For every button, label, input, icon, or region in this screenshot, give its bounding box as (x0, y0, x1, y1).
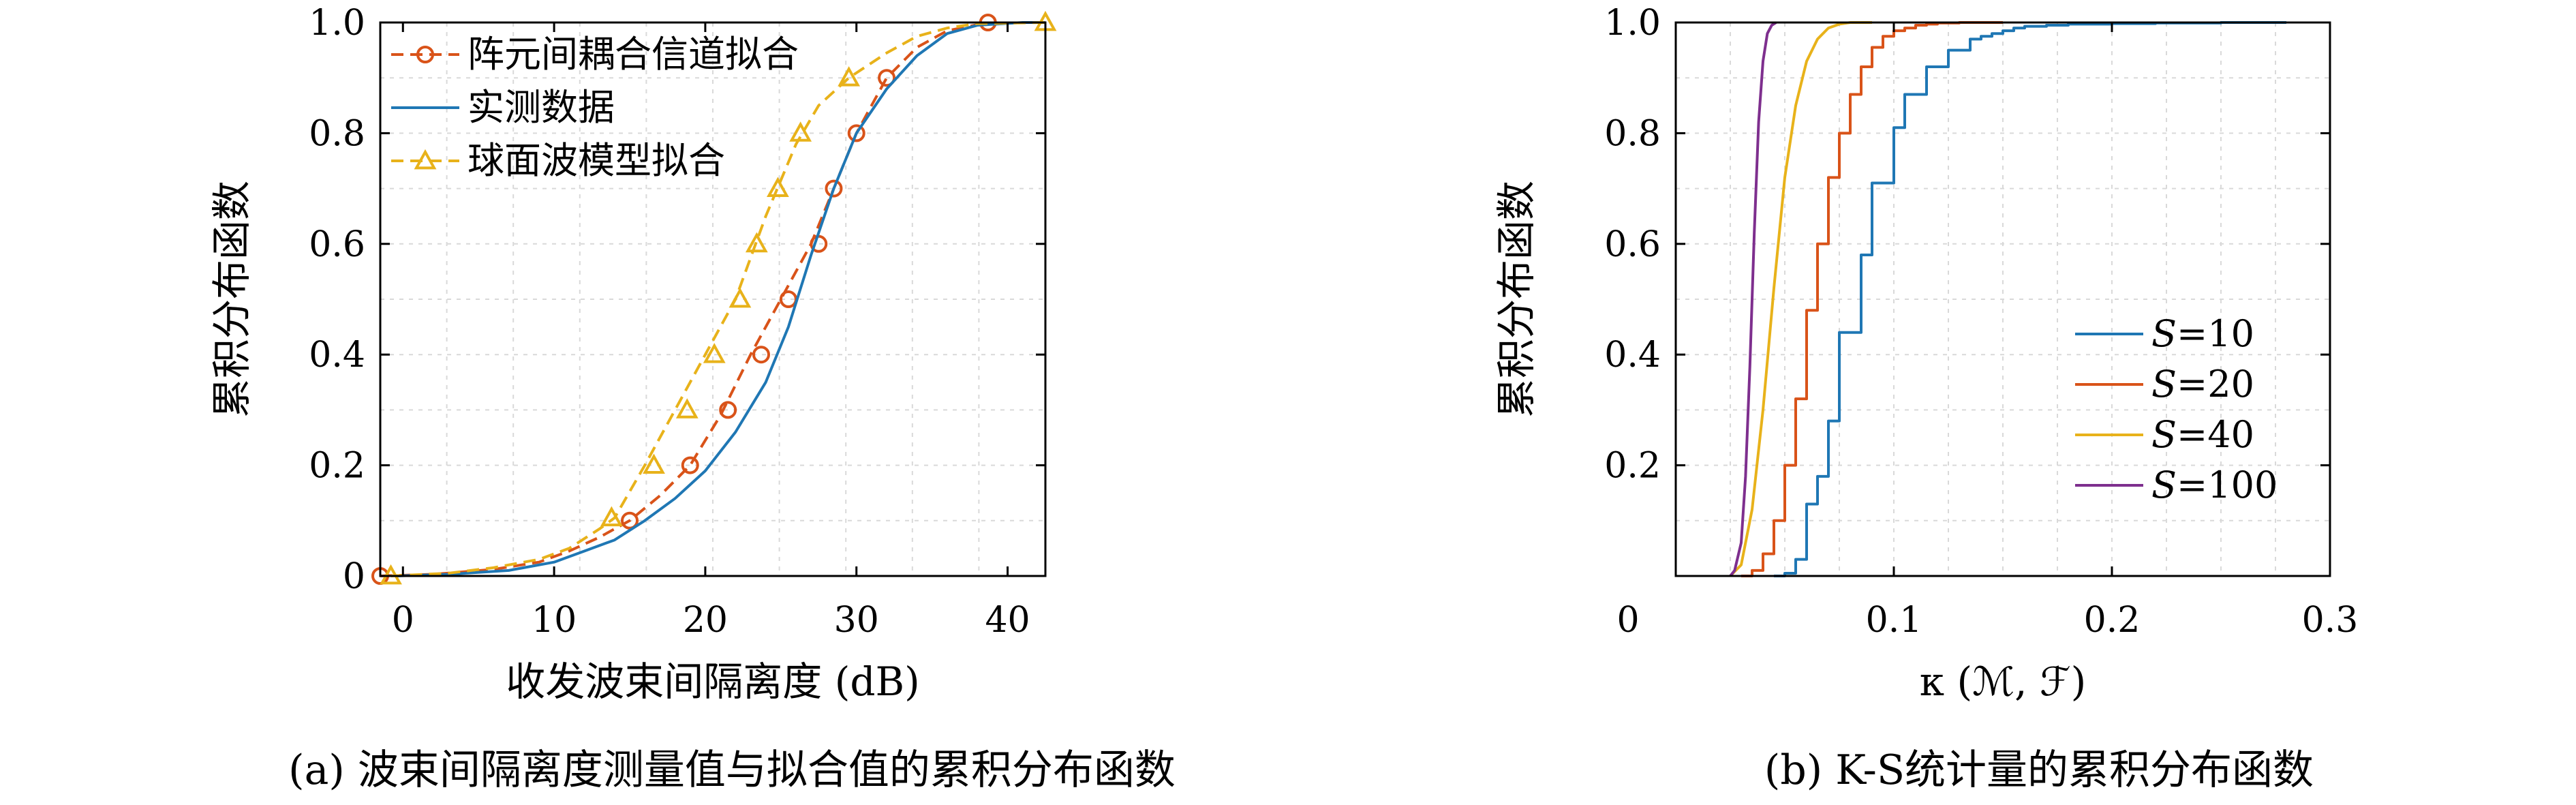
legend-label-value: =10 (2177, 312, 2254, 355)
chart-panel-a: 0 10 20 30 40 0 0.2 0.4 0.6 0.8 1.0 收发波束间隔离度 (dB) 累积… (209, 3, 1057, 705)
series-line-2 (1741, 21, 2003, 577)
legend-label-4: S=100 (2151, 464, 2278, 506)
legend-label-1: 阵元间耦合信道拟合 (467, 33, 799, 76)
y-tick-label: 0 (343, 556, 365, 597)
series-line-4 (1729, 21, 1777, 577)
series-line-1 (1774, 21, 2286, 577)
legend-label-3: S=40 (2151, 413, 2254, 456)
caption-b: (b) K-S统计量的累积分布函数 (1764, 746, 2314, 794)
legend-label-value: =100 (2177, 464, 2278, 506)
y-tick-label: 1.0 (1604, 3, 1661, 44)
x-tick-label: 0 (392, 600, 414, 641)
data-point-marker (878, 69, 896, 87)
data-point-marker (600, 506, 623, 527)
data-point-marker (729, 287, 752, 308)
x-tick-label: 40 (985, 600, 1030, 641)
data-point-marker (838, 66, 861, 87)
y-tick-label: 0.6 (1604, 224, 1661, 265)
legend-label-value: =20 (2177, 363, 2254, 406)
series-line-3 (1729, 21, 1872, 577)
data-point-marker (703, 343, 726, 363)
data-point-marker (766, 177, 789, 197)
legend-marker-circle (416, 46, 434, 63)
y-tick-label: 1.0 (309, 3, 365, 44)
legend-label-2: 实测数据 (467, 86, 615, 129)
x-tick-label: 0.3 (2302, 600, 2359, 641)
x-tick-label: 0 (1616, 600, 1639, 641)
caption-a: (a) 波束间隔离度测量值与拟合值的累积分布函数 (288, 746, 1176, 794)
x-tick-label: 0.2 (2084, 600, 2141, 641)
y-tick-label: 0.2 (309, 446, 365, 487)
data-point-marker (621, 511, 639, 530)
x-tick-label: 0.1 (1866, 600, 1922, 641)
data-point-marker (643, 453, 665, 474)
data-point-marker (789, 121, 812, 142)
legend-label-variable: S (2151, 312, 2177, 355)
legend-label-variable: S (2151, 464, 2177, 506)
chart-panel-b: 0 0.1 0.2 0.3 0.2 0.4 0.6 0.8 1.0 κ (ℳ, ℱ) 累积分布函数 S… (1493, 3, 2358, 705)
legend-marker-triangle (414, 149, 437, 170)
series-line-2 (395, 21, 1045, 577)
x-tick-label: 30 (834, 600, 879, 641)
data-point-marker (681, 456, 699, 474)
series-line-3 (390, 21, 1046, 577)
data-point-marker (752, 346, 770, 364)
legend-label-value: =40 (2177, 413, 2254, 456)
y-tick-label: 0.4 (1604, 335, 1661, 376)
x-tick-label: 20 (683, 600, 728, 641)
y-tick-label: 0.8 (1604, 113, 1661, 154)
legend-label-3: 球面波模型拟合 (467, 139, 725, 182)
x-axis-label: κ (ℳ, ℱ) (1920, 658, 2086, 705)
legend-label-1: S=10 (2151, 312, 2254, 355)
y-tick-label: 0.2 (1604, 446, 1661, 487)
legend-label-variable: S (2151, 363, 2177, 406)
y-axis-label: 累积分布函数 (209, 181, 255, 418)
y-axis-label: 累积分布函数 (1493, 181, 1539, 418)
series-line-1 (380, 21, 989, 577)
data-point-marker (847, 124, 865, 142)
y-tick-label: 0.8 (309, 113, 365, 154)
legend-label-variable: S (2151, 413, 2177, 456)
plot-frame (379, 21, 1047, 577)
y-tick-label: 0.4 (309, 335, 365, 376)
x-tick-label: 10 (532, 600, 577, 641)
data-point-marker (745, 232, 768, 253)
plot-frame (1674, 21, 2331, 577)
legend: S=10S=20S=40S=100 (2075, 312, 2278, 506)
data-point-marker (825, 179, 843, 198)
legend-label-2: S=20 (2151, 363, 2254, 406)
y-tick-label: 0.6 (309, 224, 365, 265)
data-point-marker (675, 398, 699, 419)
x-axis-label: 收发波束间隔离度 (dB) (506, 658, 919, 705)
data-point-marker (719, 401, 737, 419)
